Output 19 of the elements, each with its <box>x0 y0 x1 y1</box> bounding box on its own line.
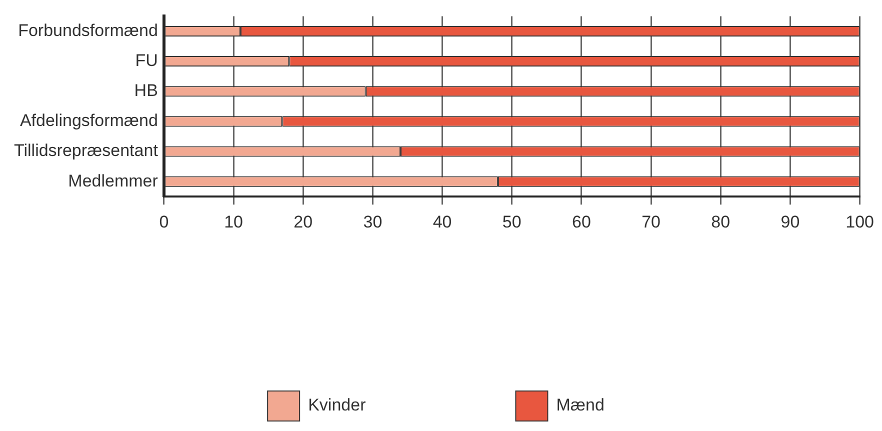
y-tick-label: Medlemmer <box>68 171 158 190</box>
x-tick-label: 100 <box>846 212 874 232</box>
x-tick-label: 90 <box>780 212 800 232</box>
y-tick-label: FU <box>135 50 158 70</box>
x-tick-label: 80 <box>711 212 730 232</box>
y-tick-label: Tillidsrepræsentant <box>14 141 158 160</box>
x-tick-label: 0 <box>159 212 169 232</box>
x-tick-label: 50 <box>502 212 522 232</box>
x-tick-label: 20 <box>294 212 313 232</box>
x-tick-label: 30 <box>363 212 382 232</box>
x-tick-label: 40 <box>432 212 452 232</box>
y-tick-label: HB <box>134 81 158 100</box>
x-tick-label: 10 <box>224 212 243 232</box>
x-tick-label: 60 <box>572 212 591 232</box>
legend-label: Mænd <box>556 396 604 415</box>
y-tick-label: Afdelingsformænd <box>20 111 158 130</box>
y-tick-label: Forbundsformænd <box>18 20 158 40</box>
x-tick-label: 70 <box>642 212 661 232</box>
legend-label: Kvinder <box>308 396 366 415</box>
